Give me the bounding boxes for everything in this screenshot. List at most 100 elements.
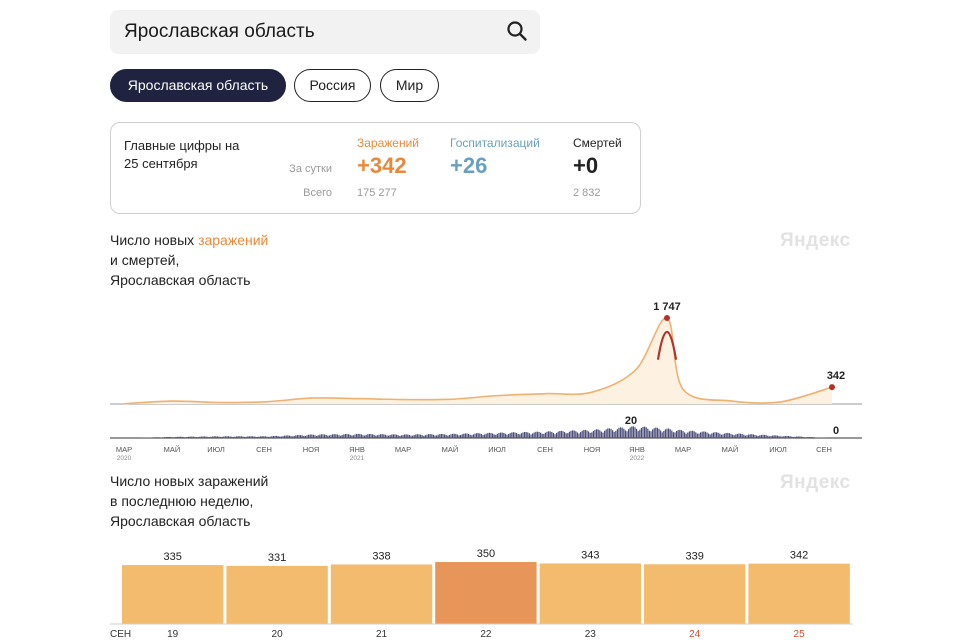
yandex-watermark-logo-weekly: Яндекс bbox=[780, 472, 851, 493]
deaths-bar bbox=[687, 432, 689, 438]
deaths-bar bbox=[314, 435, 316, 438]
deaths-bar bbox=[460, 435, 462, 438]
deaths-bar bbox=[271, 436, 273, 438]
deaths-bar bbox=[544, 432, 546, 438]
deaths-bar bbox=[511, 432, 513, 438]
deaths-bar bbox=[308, 434, 310, 438]
deaths-bar bbox=[375, 435, 377, 438]
deaths-bar bbox=[741, 434, 743, 438]
deaths-bar bbox=[212, 436, 214, 438]
infections-daily-value: +342 bbox=[357, 153, 407, 178]
deaths-bar bbox=[180, 436, 182, 438]
deaths-bar bbox=[354, 434, 356, 438]
deaths-bar bbox=[564, 432, 566, 438]
search-icon[interactable] bbox=[506, 20, 528, 42]
deaths-bar bbox=[541, 433, 543, 438]
deaths-bar bbox=[412, 435, 414, 438]
deaths-bar bbox=[162, 437, 164, 438]
deaths-bar bbox=[277, 436, 279, 438]
deaths-bar bbox=[248, 436, 250, 438]
deaths-bar bbox=[252, 436, 254, 438]
deaths-bar bbox=[428, 434, 430, 438]
deaths-bar bbox=[701, 431, 703, 438]
deaths-bar bbox=[154, 437, 156, 438]
deaths-bar bbox=[240, 436, 242, 438]
deaths-bar bbox=[447, 435, 449, 438]
deaths-bar bbox=[381, 434, 383, 438]
deaths-bar bbox=[592, 430, 594, 438]
deaths-bar bbox=[647, 428, 649, 438]
x-tick-label: ЯНВ bbox=[629, 445, 645, 454]
deaths-bar bbox=[284, 435, 286, 438]
deaths-bar bbox=[535, 431, 537, 438]
deaths-bar bbox=[573, 430, 575, 438]
tab-yaroslavl-region[interactable]: Ярославская область bbox=[110, 69, 286, 102]
deaths-bar bbox=[804, 437, 806, 438]
deaths-bar bbox=[351, 435, 353, 438]
deaths-bar bbox=[298, 434, 300, 438]
deaths-bar bbox=[676, 431, 678, 438]
search-box[interactable]: Ярославская область bbox=[110, 10, 540, 54]
deaths-bar bbox=[196, 437, 198, 438]
deaths-bar bbox=[410, 435, 412, 438]
deaths-bar bbox=[743, 434, 745, 438]
deaths-bar bbox=[591, 432, 593, 438]
search-input[interactable]: Ярославская область bbox=[124, 21, 315, 42]
deaths-bar bbox=[394, 434, 396, 438]
deaths-bar bbox=[663, 430, 665, 438]
deaths-bar bbox=[532, 433, 534, 438]
deaths-bar bbox=[496, 433, 498, 438]
weekly-day-label: 19 bbox=[167, 629, 179, 640]
infections-line bbox=[123, 317, 833, 405]
deaths-bar bbox=[600, 431, 602, 438]
tab-world[interactable]: Мир bbox=[380, 69, 439, 102]
deaths-bar bbox=[402, 434, 404, 438]
deaths-bar bbox=[648, 430, 650, 438]
deaths-bar bbox=[226, 436, 228, 438]
deaths-bar bbox=[791, 436, 793, 438]
deaths-bar bbox=[607, 428, 609, 438]
deaths-bar bbox=[432, 434, 434, 438]
deaths-bar bbox=[205, 436, 207, 438]
deaths-bar bbox=[157, 437, 159, 438]
deaths-bar bbox=[498, 433, 500, 438]
deaths-bar bbox=[338, 435, 340, 438]
tab-russia[interactable]: Россия bbox=[294, 69, 371, 102]
deaths-bar bbox=[370, 434, 372, 438]
weekly-chart-title: Число новых заражений в последнюю неделю… bbox=[110, 473, 269, 529]
deaths-bar bbox=[287, 435, 289, 438]
deaths-bar bbox=[658, 428, 660, 438]
deaths-bar bbox=[340, 435, 342, 438]
deaths-bar bbox=[356, 434, 358, 438]
deaths-bar bbox=[160, 437, 162, 438]
deaths-bar bbox=[348, 434, 350, 438]
x-tick-label: НОЯ bbox=[584, 445, 601, 454]
deaths-bar bbox=[548, 431, 550, 438]
deaths-bar bbox=[170, 437, 172, 438]
deaths-bar bbox=[415, 434, 417, 438]
deaths-bar bbox=[474, 433, 476, 438]
deaths-bar bbox=[200, 436, 202, 438]
deaths-bar bbox=[728, 433, 730, 438]
deaths-bar bbox=[276, 435, 278, 438]
deaths-bar bbox=[712, 432, 714, 438]
deaths-bar bbox=[253, 436, 255, 438]
deaths-bar bbox=[506, 434, 508, 438]
deaths-bar bbox=[300, 435, 302, 438]
deaths-bar bbox=[688, 431, 690, 438]
deaths-bar bbox=[167, 436, 169, 438]
deaths-bar bbox=[372, 434, 374, 438]
deaths-bar bbox=[434, 435, 436, 438]
deaths-bar bbox=[349, 434, 351, 438]
deaths-bar bbox=[229, 436, 231, 438]
deaths-bar bbox=[668, 428, 670, 438]
deaths-bar bbox=[519, 434, 521, 438]
deaths-bar bbox=[282, 436, 284, 438]
weekly-day-label: 21 bbox=[376, 629, 388, 640]
deaths-bar bbox=[396, 434, 398, 438]
deaths-bar bbox=[626, 431, 628, 438]
deaths-bar bbox=[336, 434, 338, 438]
weekly-bar bbox=[748, 563, 850, 624]
deaths-bar bbox=[690, 430, 692, 438]
deaths-bar bbox=[602, 432, 604, 438]
